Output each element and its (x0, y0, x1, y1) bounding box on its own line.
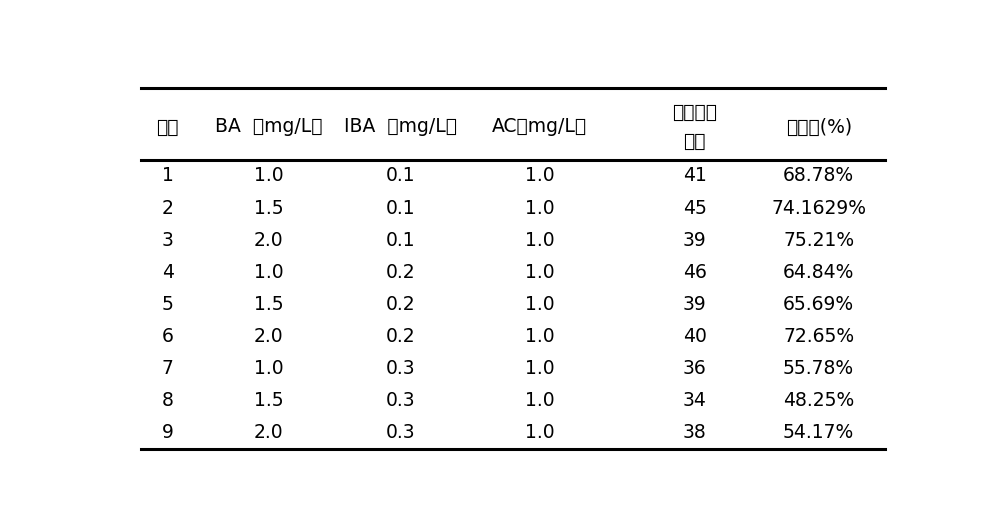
Text: 0.2: 0.2 (385, 295, 415, 314)
Text: 1.0: 1.0 (254, 263, 283, 282)
Text: 0.1: 0.1 (385, 231, 415, 250)
Text: 36: 36 (683, 359, 706, 378)
Text: 72.65%: 72.65% (783, 327, 854, 346)
Text: 1.0: 1.0 (254, 166, 283, 185)
Text: 1.0: 1.0 (525, 392, 554, 410)
Text: 1.0: 1.0 (525, 327, 554, 346)
Text: 1.5: 1.5 (254, 295, 283, 314)
Text: 1.5: 1.5 (254, 198, 283, 218)
Text: 0.2: 0.2 (385, 327, 415, 346)
Text: 74.1629%: 74.1629% (771, 198, 866, 218)
Text: 40: 40 (683, 327, 707, 346)
Text: 1.0: 1.0 (525, 231, 554, 250)
Text: 1.0: 1.0 (525, 263, 554, 282)
Text: 0.1: 0.1 (385, 166, 415, 185)
Text: 0.2: 0.2 (385, 263, 415, 282)
Text: 5: 5 (162, 295, 174, 314)
Text: 0.3: 0.3 (385, 359, 415, 378)
Text: 1.0: 1.0 (254, 359, 283, 378)
Text: 1.0: 1.0 (525, 424, 554, 442)
Text: AC（mg/L）: AC（mg/L） (492, 118, 587, 136)
Text: 0.1: 0.1 (385, 198, 415, 218)
Text: 1.0: 1.0 (525, 295, 554, 314)
Text: 1.0: 1.0 (525, 166, 554, 185)
Text: 1.0: 1.0 (525, 198, 554, 218)
Text: 39: 39 (683, 295, 706, 314)
Text: 55.78%: 55.78% (783, 359, 854, 378)
Text: 48.25%: 48.25% (783, 392, 854, 410)
Text: 0.3: 0.3 (385, 424, 415, 442)
Text: 4: 4 (162, 263, 174, 282)
Text: 2.0: 2.0 (254, 327, 283, 346)
Text: 7: 7 (162, 359, 174, 378)
Text: 2: 2 (162, 198, 174, 218)
Text: 45: 45 (683, 198, 707, 218)
Text: 75.21%: 75.21% (783, 231, 854, 250)
Text: 体数: 体数 (683, 133, 706, 151)
Text: 诱导率(%): 诱导率(%) (786, 118, 852, 136)
Text: 68.78%: 68.78% (783, 166, 854, 185)
Text: 39: 39 (683, 231, 706, 250)
Text: 38: 38 (683, 424, 706, 442)
Text: 诱导外植: 诱导外植 (672, 103, 717, 122)
Text: 46: 46 (683, 263, 707, 282)
Text: 54.17%: 54.17% (783, 424, 854, 442)
Text: 65.69%: 65.69% (783, 295, 854, 314)
Text: 0.3: 0.3 (385, 392, 415, 410)
Text: 1.0: 1.0 (525, 359, 554, 378)
Text: BA  （mg/L）: BA （mg/L） (215, 118, 322, 136)
Text: 2.0: 2.0 (254, 424, 283, 442)
Text: 1.5: 1.5 (254, 392, 283, 410)
Text: 64.84%: 64.84% (783, 263, 854, 282)
Text: 6: 6 (162, 327, 174, 346)
Text: 41: 41 (683, 166, 707, 185)
Text: 8: 8 (162, 392, 174, 410)
Text: 2.0: 2.0 (254, 231, 283, 250)
Text: 1: 1 (162, 166, 174, 185)
Text: 34: 34 (683, 392, 707, 410)
Text: IBA  （mg/L）: IBA （mg/L） (344, 118, 457, 136)
Text: 9: 9 (162, 424, 174, 442)
Text: 3: 3 (162, 231, 174, 250)
Text: 编号: 编号 (156, 118, 179, 136)
